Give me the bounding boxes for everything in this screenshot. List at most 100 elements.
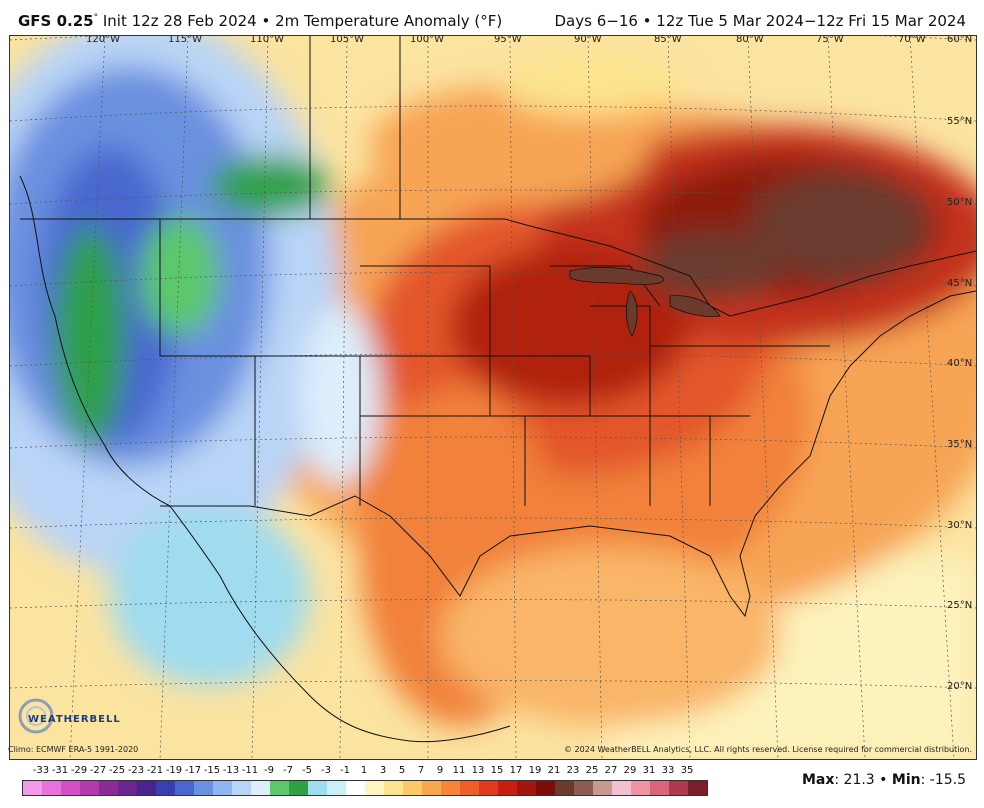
colorbar-swatch <box>213 781 232 795</box>
colorbar-tick-label: 19 <box>528 765 542 776</box>
colorbar-swatch <box>460 781 479 795</box>
colorbar-swatch <box>327 781 346 795</box>
lat-label: 60°N <box>947 35 973 45</box>
lon-label: 115°W <box>168 35 202 45</box>
colorbar-tick-label: 11 <box>452 765 466 776</box>
colorbar-tick-label: 3 <box>379 765 387 776</box>
colorbar-swatch <box>422 781 441 795</box>
anomaly-map: 120°W 115°W 110°W 105°W 100°W 95°W 90°W … <box>9 35 977 760</box>
colorbar-swatch <box>403 781 422 795</box>
colorbar-swatch <box>650 781 669 795</box>
max-min-readout: Max: 21.3 • Min: -15.5 <box>801 772 966 788</box>
colorbar-tick-label: -1 <box>340 765 350 776</box>
colorbar-swatch <box>346 781 365 795</box>
colorbar-tick-label: -7 <box>283 765 293 776</box>
colorbar-tick-label: -9 <box>264 765 274 776</box>
colorbar-tick-label: -27 <box>89 765 107 776</box>
valid-period: Days 6−16 • 12z Tue 5 Mar 2024−12z Fri 1… <box>554 12 967 30</box>
colorbar-swatch <box>555 781 574 795</box>
degree-mark: ° <box>93 13 99 23</box>
max-label: Max <box>801 772 835 788</box>
lon-label: 120°W <box>86 35 120 45</box>
climo-credit: Climo: ECMWF ERA-5 1991-2020 <box>8 745 139 754</box>
colorbar-swatch <box>365 781 384 795</box>
colorbar-swatch <box>498 781 517 795</box>
anomaly-field <box>10 36 976 759</box>
colorbar-tick-label: 35 <box>680 765 694 776</box>
map-title: GFS 0.25° Init 12z 28 Feb 2024 • 2m Temp… <box>18 12 502 30</box>
lat-label: 30°N <box>947 520 973 531</box>
colorbar-swatch <box>23 781 42 795</box>
model-name: GFS 0.25 <box>18 12 94 30</box>
colorbar-tick-label: -31 <box>51 765 69 776</box>
colorbar-swatch <box>232 781 251 795</box>
colorbar-tick-label: 17 <box>509 765 523 776</box>
boundaries <box>19 36 976 743</box>
colorbar-swatch <box>80 781 99 795</box>
lon-label: 70°W <box>898 35 926 45</box>
lat-label: 40°N <box>947 358 973 369</box>
lon-label: 75°W <box>816 35 844 45</box>
lon-label: 85°W <box>654 35 682 45</box>
colorbar-swatch <box>536 781 555 795</box>
colorbar-swatch <box>251 781 270 795</box>
title-bullet: • <box>261 12 271 30</box>
lon-label: 80°W <box>736 35 764 45</box>
lat-label: 45°N <box>947 278 973 289</box>
max-value: 21.3 <box>843 772 875 788</box>
great-lakes <box>569 267 721 337</box>
colorbar-swatch <box>137 781 156 795</box>
colorbar-swatch <box>156 781 175 795</box>
colorbar-swatch <box>688 781 707 795</box>
colorbar-tick-label: 23 <box>566 765 580 776</box>
colorbar-tick-label: 15 <box>490 765 504 776</box>
colorbar-swatch <box>308 781 327 795</box>
graticule <box>10 36 976 759</box>
lat-label: 25°N <box>947 600 973 611</box>
colorbar-tick-label: -23 <box>127 765 145 776</box>
colorbar-swatches <box>22 780 708 796</box>
colorbar-swatch <box>517 781 536 795</box>
colorbar-swatch <box>669 781 688 795</box>
colorbar-swatch <box>612 781 631 795</box>
colorbar-swatch <box>289 781 308 795</box>
colorbar-swatch <box>175 781 194 795</box>
copyright-credit: © 2024 WeatherBELL Analytics, LLC. All r… <box>564 745 972 754</box>
colorbar-tick-label: -13 <box>222 765 240 776</box>
colorbar-tick-label: 29 <box>623 765 637 776</box>
colorbar-swatch <box>194 781 213 795</box>
colorbar-tick-label: -25 <box>108 765 126 776</box>
colorbar-tick-label: 1 <box>360 765 368 776</box>
lon-label: 90°W <box>574 35 602 45</box>
colorbar-tick-label: 13 <box>471 765 485 776</box>
colorbar-tick-label: -3 <box>321 765 331 776</box>
lon-label: 105°W <box>330 35 364 45</box>
colorbar-tick-label: 9 <box>436 765 444 776</box>
colorbar-tick-label: -17 <box>184 765 202 776</box>
colorbar-swatch <box>61 781 80 795</box>
map-canvas <box>10 36 976 759</box>
colorbar-tick-label: -11 <box>241 765 259 776</box>
stats-separator: • <box>879 772 888 788</box>
lon-label: 100°W <box>410 35 444 45</box>
lat-label: 50°N <box>947 197 973 208</box>
colorbar-swatch <box>118 781 137 795</box>
lon-label: 110°W <box>250 35 284 45</box>
colorbar-swatch <box>441 781 460 795</box>
colorbar-tick-label: -15 <box>203 765 221 776</box>
colorbar-swatch <box>270 781 289 795</box>
logo-swirl-icon <box>18 698 54 734</box>
logo-text: WEATHERBELL <box>28 714 121 725</box>
colorbar-swatch <box>479 781 498 795</box>
colorbar-tick-label: -19 <box>165 765 183 776</box>
colorbar-tick-label: -33 <box>32 765 50 776</box>
colorbar: -33 -31 -29 -27 -25 -23 -21 -19 -17 -15 -13 -11 -9 -7… <box>18 765 708 796</box>
colorbar-swatch <box>99 781 118 795</box>
colorbar-tick-label: 21 <box>547 765 561 776</box>
product-name: 2m Temperature Anomaly (°F) <box>275 12 503 30</box>
weatherbell-logo: WEATHERBELL <box>16 696 120 740</box>
colorbar-tick-label: 33 <box>661 765 675 776</box>
colorbar-tick-label: 5 <box>398 765 406 776</box>
colorbar-swatch <box>593 781 612 795</box>
colorbar-swatch <box>42 781 61 795</box>
